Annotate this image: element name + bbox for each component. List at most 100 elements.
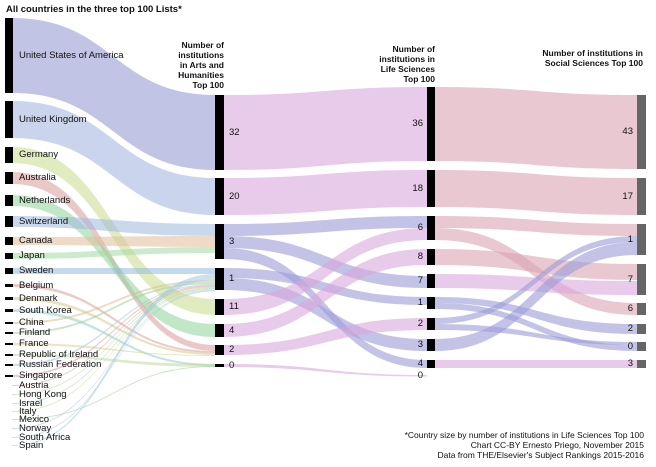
- country-label: Austria: [19, 379, 49, 391]
- country-node: [5, 332, 13, 334]
- arts-node: [215, 364, 224, 367]
- country-node: [5, 172, 13, 184]
- footer-notes: *Country size by number of institutions …: [405, 430, 644, 460]
- link-mexico: [12, 366, 215, 420]
- social-value-label: 2: [627, 323, 633, 334]
- social-value-label: 3: [627, 358, 633, 369]
- country-node: [5, 147, 13, 163]
- arts-value-label: 11: [229, 301, 239, 312]
- life-node: [427, 318, 435, 330]
- social-value-label: 43: [622, 126, 633, 137]
- arts-column-heading: Number of institutions in Arts and Human…: [178, 40, 224, 90]
- country-label: Sweden: [19, 265, 54, 276]
- life-node: [427, 170, 435, 207]
- life-column-heading: Number of institutions in Life Sciences …: [379, 44, 435, 84]
- country-label: Belgium: [19, 279, 54, 291]
- country-node: [5, 343, 13, 345]
- link-russian-federation: [12, 284, 215, 366]
- country-label: Netherlands: [19, 194, 71, 206]
- link-arts-to-life: [224, 87, 427, 170]
- social-value-label: 1: [627, 233, 633, 245]
- arts-node: [215, 345, 224, 355]
- social-node: [637, 360, 646, 368]
- arts-value-label: 4: [229, 324, 235, 336]
- link-life-to-social: [435, 242, 637, 351]
- link-france: [12, 343, 215, 356]
- arts-value-label: 2: [229, 344, 235, 355]
- link-life-to-social: [435, 236, 637, 324]
- link-life-to-social: [435, 297, 637, 334]
- social-node: [637, 224, 646, 255]
- link-arts-to-life: [224, 236, 427, 288]
- life-value-label: 7: [417, 275, 423, 286]
- life-node: [427, 87, 435, 161]
- country-label: Switzerland: [19, 215, 69, 227]
- link-life-to-social: [435, 216, 637, 236]
- social-node: [637, 324, 646, 334]
- life-value-label: 18: [412, 182, 423, 194]
- country-label: Finland: [19, 327, 51, 338]
- arts-value-label: 32: [229, 126, 240, 138]
- footer-note-credit: Chart CC-BY Ernesto Priego, November 201…: [470, 440, 644, 450]
- life-value-label: 8: [417, 251, 423, 262]
- social-value-label: 7: [627, 273, 633, 285]
- link-japan: [12, 247, 215, 259]
- country-node: [5, 268, 13, 274]
- arts-value-label: 3: [229, 235, 235, 247]
- country-node: [5, 195, 13, 206]
- arts-node: [215, 224, 224, 259]
- country-node: [5, 375, 13, 377]
- country-label: Japan: [19, 250, 45, 261]
- social-value-label: 0: [627, 340, 633, 352]
- country-node: [5, 18, 13, 93]
- link-life-to-social: [435, 170, 637, 215]
- country-node: [5, 284, 13, 287]
- link-singapore: [12, 285, 215, 377]
- country-node: [5, 253, 13, 259]
- life-value-label: 2: [417, 318, 423, 329]
- link-belgium: [12, 284, 215, 353]
- country-label: Russian Federation: [19, 359, 102, 370]
- link-italy: [12, 289, 215, 412]
- link-south-korea: [12, 309, 215, 366]
- arts-node: [215, 299, 224, 315]
- country-label: Republic of Ireland: [19, 349, 99, 360]
- footer-note-size: *Country size by number of institutions …: [404, 430, 644, 440]
- country-label: South Africa: [19, 431, 71, 443]
- country-label: Italy: [19, 405, 37, 417]
- link-arts-to-life: [224, 170, 427, 215]
- arts-value-label: 1: [229, 273, 235, 284]
- country-label: Australia: [19, 172, 56, 183]
- link-arts-to-life: [224, 228, 427, 315]
- social-node: [637, 342, 646, 351]
- country-label: Mexico: [19, 413, 50, 425]
- country-label: Hong Kong: [19, 388, 67, 400]
- link-life-to-social: [435, 274, 637, 295]
- life-node: [427, 360, 435, 368]
- social-node: [637, 264, 646, 295]
- footer-note-source: Data from THE/Elsevier's Subject Ranking…: [437, 450, 644, 460]
- country-label: Norway: [19, 422, 52, 434]
- link-china: [12, 280, 215, 324]
- country-label: South Korea: [19, 304, 72, 316]
- link-switzerland: [12, 216, 215, 236]
- link-hong-kong: [12, 287, 215, 395]
- chart-title: All countries in the three top 100 Lists…: [6, 4, 182, 15]
- link-arts-to-life: [224, 364, 427, 377]
- life-value-label: 6: [417, 222, 423, 233]
- country-label: China: [19, 317, 44, 328]
- life-value-label: 4: [417, 358, 423, 369]
- link-finland: [12, 282, 215, 334]
- link-united-states-of-america: [12, 18, 215, 170]
- country-node: [5, 309, 13, 312]
- link-united-kingdom: [12, 101, 215, 215]
- link-life-to-social: [435, 360, 637, 368]
- country-label: Singapore: [19, 370, 63, 381]
- link-life-to-social: [435, 87, 637, 169]
- life-value-label: 0: [417, 370, 423, 381]
- life-value-label: 1: [417, 297, 423, 308]
- life-value-label: 36: [412, 118, 423, 129]
- country-node: [5, 354, 13, 356]
- country-label: Israel: [19, 397, 43, 409]
